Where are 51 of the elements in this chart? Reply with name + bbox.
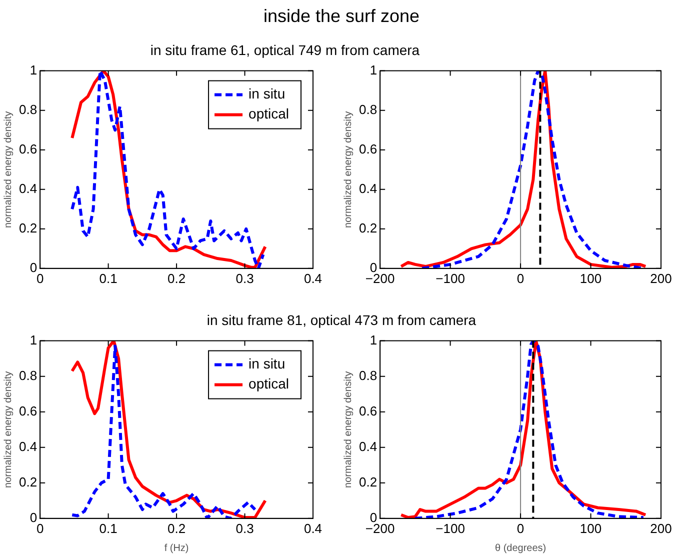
y-tick-label: 0.2 xyxy=(18,220,38,236)
y-axis-title: normalized energy density xyxy=(2,371,14,488)
chart-subtitle: in situ frame 61, optical 749 m from camera xyxy=(149,42,421,58)
x-tick-label: 0 xyxy=(516,520,524,536)
y-axis-title: normalized energy density xyxy=(2,111,14,228)
y-tick-label: 0.8 xyxy=(18,368,38,383)
x-tick-label: 0.4 xyxy=(304,520,322,536)
x-tick-label: 200 xyxy=(650,270,672,286)
y-tick-label: 0.8 xyxy=(358,102,378,117)
legend-label: in situ xyxy=(248,356,286,372)
y-tick-label: 1 xyxy=(370,62,378,78)
y-tick-label: 1 xyxy=(30,332,38,348)
y-tick-label: 0.4 xyxy=(18,180,38,196)
y-tick-label: 1 xyxy=(30,62,38,78)
y-tick-label: 0.8 xyxy=(18,102,38,117)
y-tick-label: 0.6 xyxy=(358,141,378,156)
y-tick-label: 0.2 xyxy=(358,474,378,490)
y-axis-title: normalized energy density xyxy=(342,111,354,228)
x-tick-label: 0.4 xyxy=(304,270,322,286)
legend-label: optical xyxy=(248,106,289,122)
legend-label: optical xyxy=(248,376,289,392)
y-tick-label: 1 xyxy=(370,332,378,348)
y-tick-label: 0.4 xyxy=(18,438,38,454)
x-tick-label: 0 xyxy=(516,270,524,286)
x-tick-label: −100 xyxy=(436,270,465,286)
y-tick-label: 0.8 xyxy=(358,368,378,383)
y-tick-label: 0.6 xyxy=(358,403,378,418)
x-tick-label: 0.2 xyxy=(167,270,186,286)
y-tick-label: 0.4 xyxy=(358,180,378,196)
x-tick-label: 100 xyxy=(580,520,602,536)
y-tick-label: 0.2 xyxy=(18,474,38,490)
legend-label: in situ xyxy=(248,86,286,102)
x-tick-label: 0.2 xyxy=(167,520,186,536)
x-tick-label: −100 xyxy=(436,520,465,536)
x-tick-label: 0.3 xyxy=(236,270,254,286)
x-axis-title: θ (degrees) xyxy=(494,542,546,554)
x-tick-label: 0.1 xyxy=(99,520,118,536)
x-tick-label: 200 xyxy=(650,520,672,536)
text: in situ frame 81, optical 473 m from camera xyxy=(206,312,478,328)
y-tick-label: 0.2 xyxy=(358,220,378,236)
y-tick-label: 0.6 xyxy=(18,141,38,156)
y-tick-label: 0.4 xyxy=(358,438,378,454)
x-tick-label: 0.3 xyxy=(236,520,254,536)
x-tick-label: 0.1 xyxy=(99,270,118,286)
y-tick-label: 0.6 xyxy=(18,403,38,418)
x-tick-label: 100 xyxy=(580,270,602,286)
chart-title: inside the surf zone xyxy=(262,6,421,27)
y-axis-title: normalized energy density xyxy=(342,371,354,488)
x-axis-title: f (Hz) xyxy=(164,542,189,554)
y-tick-label: 0 xyxy=(30,260,38,275)
y-tick-label: 0 xyxy=(30,510,38,525)
